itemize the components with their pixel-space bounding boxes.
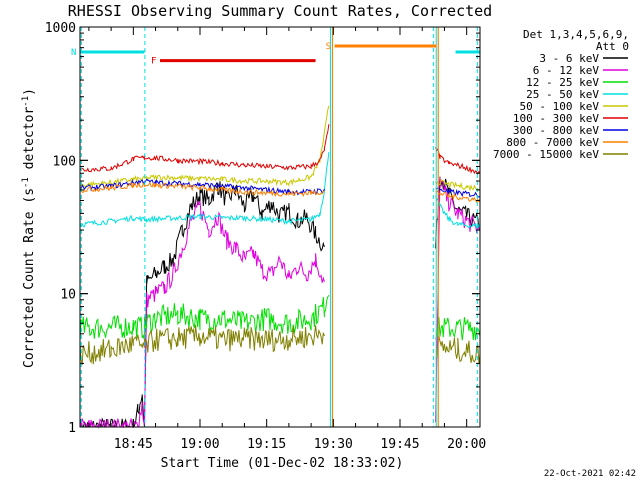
x-axis-label: Start Time (01-Dec-02 18:33:02)	[161, 456, 404, 471]
series-line	[79, 152, 481, 229]
flag-label: S	[326, 42, 331, 52]
plot-series	[79, 105, 481, 429]
y-axis: 1 10 100 1000	[45, 21, 480, 436]
x-tick-label: 19:00	[180, 437, 219, 452]
y-tick-label: 1000	[45, 21, 76, 36]
plot-overlays: N F S	[71, 27, 480, 427]
series-line	[79, 105, 480, 192]
legend-label: 100 - 300 keV	[513, 112, 599, 125]
y-axis-label-end: )	[22, 88, 37, 96]
legend-label: 3 - 6 keV	[539, 52, 599, 65]
series-line	[79, 124, 481, 175]
legend-header: Det 1,3,4,5,6,9,	[523, 28, 629, 41]
y-axis-label-mid: detector	[22, 107, 37, 178]
x-tick-label: 19:15	[247, 437, 286, 452]
legend-label: 50 - 100 keV	[520, 100, 600, 113]
legend-label: 800 - 7000 keV	[506, 136, 599, 149]
legend-label: 300 - 800 keV	[513, 124, 599, 137]
y-axis-label-sup1: -1	[21, 177, 31, 188]
y-axis-label-sup2: -1	[21, 96, 31, 107]
legend-header: Att 0	[596, 40, 629, 53]
y-axis-label-main: Corrected Count Rate (s	[22, 188, 37, 368]
flag-label: F	[151, 57, 156, 67]
y-axis-label: Corrected Count Rate (s-1 detector-1)	[21, 88, 37, 368]
series-line	[79, 177, 481, 429]
series-line	[79, 178, 481, 198]
x-tick-label: 18:45	[114, 437, 153, 452]
footer-timestamp: 22-Oct-2021 02:42	[544, 469, 636, 479]
y-tick-label: 10	[60, 288, 76, 303]
x-tick-label: 19:45	[380, 437, 419, 452]
series-line	[79, 176, 481, 429]
x-tick-label: 20:00	[447, 437, 486, 452]
chart-title: RHESSI Observing Summary Count Rates, Co…	[68, 2, 492, 20]
x-axis: 18:45 19:00 19:15 19:30 19:45 20:00	[88, 27, 486, 452]
legend-label: 6 - 12 keV	[533, 64, 600, 77]
y-tick-label: 1	[68, 421, 76, 436]
y-tick-label: 100	[53, 154, 76, 169]
flag-label: N	[71, 48, 76, 58]
series-line	[79, 324, 481, 365]
x-tick-label: 19:30	[314, 437, 353, 452]
legend-label: 25 - 50 keV	[526, 88, 599, 101]
series-line	[79, 295, 481, 341]
legend-label: 7000 - 15000 keV	[493, 148, 599, 161]
legend-label: 12 - 25 keV	[526, 76, 599, 89]
plot-frame	[79, 26, 481, 428]
series-line	[79, 181, 481, 204]
